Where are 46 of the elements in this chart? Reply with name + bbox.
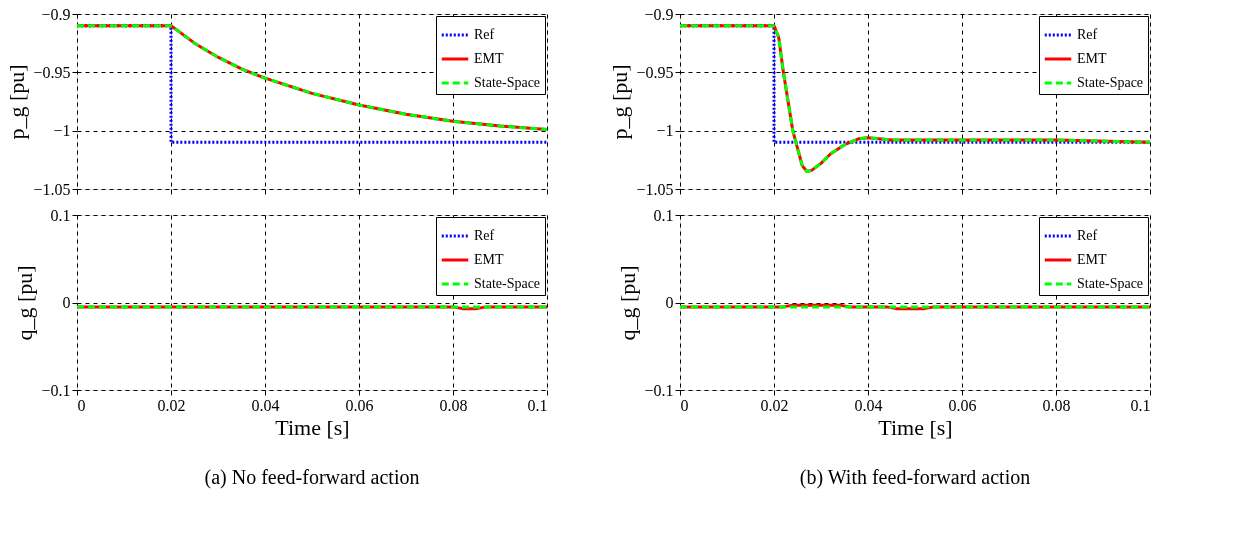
legend-label: Ref	[474, 27, 495, 42]
y-tick-label: −0.1	[644, 381, 674, 399]
y-tick-label: −1	[656, 122, 674, 140]
legend-label: State-Space	[1077, 276, 1144, 291]
y-tick-label: −0.95	[33, 63, 71, 81]
x-tick-label: 0.04	[854, 396, 883, 414]
legend-label: EMT	[1077, 252, 1107, 267]
x-tick-label: 0	[77, 396, 86, 414]
x-tick-label: 0.1	[527, 396, 548, 414]
x-tick-label: 0	[680, 396, 689, 414]
y-tick-label: −0.9	[644, 5, 674, 23]
y-tick-label: −0.9	[41, 5, 71, 23]
y-tick-label: −1.05	[636, 180, 674, 198]
x-axis-title: Time [s]	[275, 414, 350, 440]
legend-label: Ref	[1077, 27, 1098, 42]
legend-label: EMT	[474, 51, 504, 66]
legend-label: State-Space	[1077, 75, 1144, 90]
y-axis-title: p_g [pu]	[607, 64, 633, 140]
legend-label: Ref	[1077, 228, 1098, 243]
legend-label: EMT	[1077, 51, 1107, 66]
legend-label: State-Space	[474, 75, 541, 90]
y-tick-label: −0.95	[636, 63, 674, 81]
y-tick-label: −1.05	[33, 180, 71, 198]
x-tick-label: 0.1	[1130, 396, 1151, 414]
x-axis-title: Time [s]	[878, 414, 953, 440]
legend-label: State-Space	[474, 276, 541, 291]
text: (b) With feed-forward action	[799, 466, 1031, 489]
y-axis-title: p_g [pu]	[4, 64, 30, 140]
x-tick-label: 0.06	[948, 396, 977, 414]
text: (a) No feed-forward action	[204, 466, 420, 489]
legend-label: Ref	[474, 228, 495, 243]
x-tick-label: 0.06	[345, 396, 374, 414]
legend-label: EMT	[474, 252, 504, 267]
x-tick-label: 0.04	[251, 396, 280, 414]
x-tick-label: 0.08	[439, 396, 468, 414]
x-tick-label: 0.02	[760, 396, 789, 414]
x-tick-label: 0.08	[1042, 396, 1071, 414]
y-tick-label: −0.1	[41, 381, 71, 399]
y-axis-title: q_g [pu]	[12, 265, 38, 341]
x-tick-label: 0.02	[157, 396, 186, 414]
y-axis-title: q_g [pu]	[615, 265, 641, 341]
y-tick-label: −1	[53, 122, 71, 140]
y-tick-label: 0	[62, 294, 71, 311]
y-tick-label: 0.1	[50, 206, 71, 224]
y-tick-label: 0.1	[653, 206, 674, 224]
y-tick-label: 0	[665, 294, 674, 311]
